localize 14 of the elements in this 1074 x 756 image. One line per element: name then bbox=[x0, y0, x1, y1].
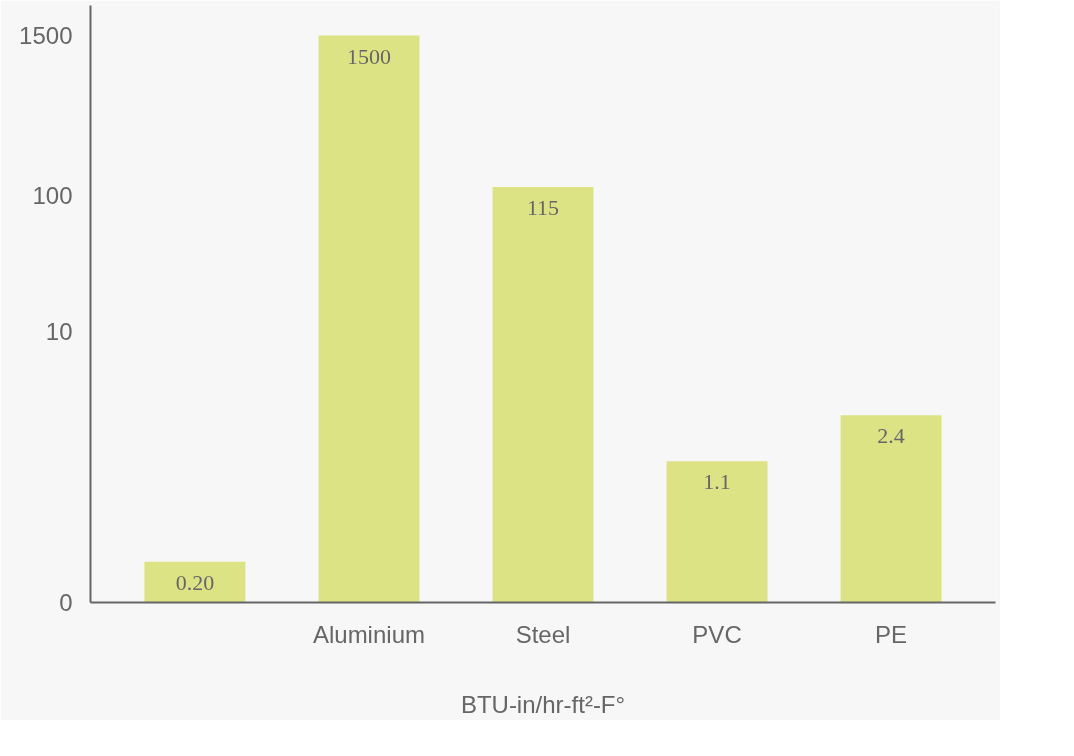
y-tick-label: 0 bbox=[59, 589, 73, 616]
x-tick-label: Aluminium bbox=[312, 620, 425, 648]
x-tick-label: PVC bbox=[692, 620, 742, 648]
data-label: 2.4 bbox=[877, 423, 905, 449]
x-axis-title: BTU-in/hr-ft²-F° bbox=[460, 690, 626, 718]
y-tick-label: 100 bbox=[32, 181, 73, 209]
data-label: 1.1 bbox=[703, 469, 731, 495]
x-tick-label: Steel bbox=[515, 620, 571, 648]
data-label: 1500 bbox=[346, 43, 391, 69]
y-tick-label: 1500 bbox=[19, 22, 73, 50]
data-label: 0.20 bbox=[175, 569, 215, 595]
x-tick-label: PE bbox=[875, 620, 908, 648]
data-label: 115 bbox=[526, 195, 560, 221]
y-tick-label: 10 bbox=[45, 317, 73, 345]
